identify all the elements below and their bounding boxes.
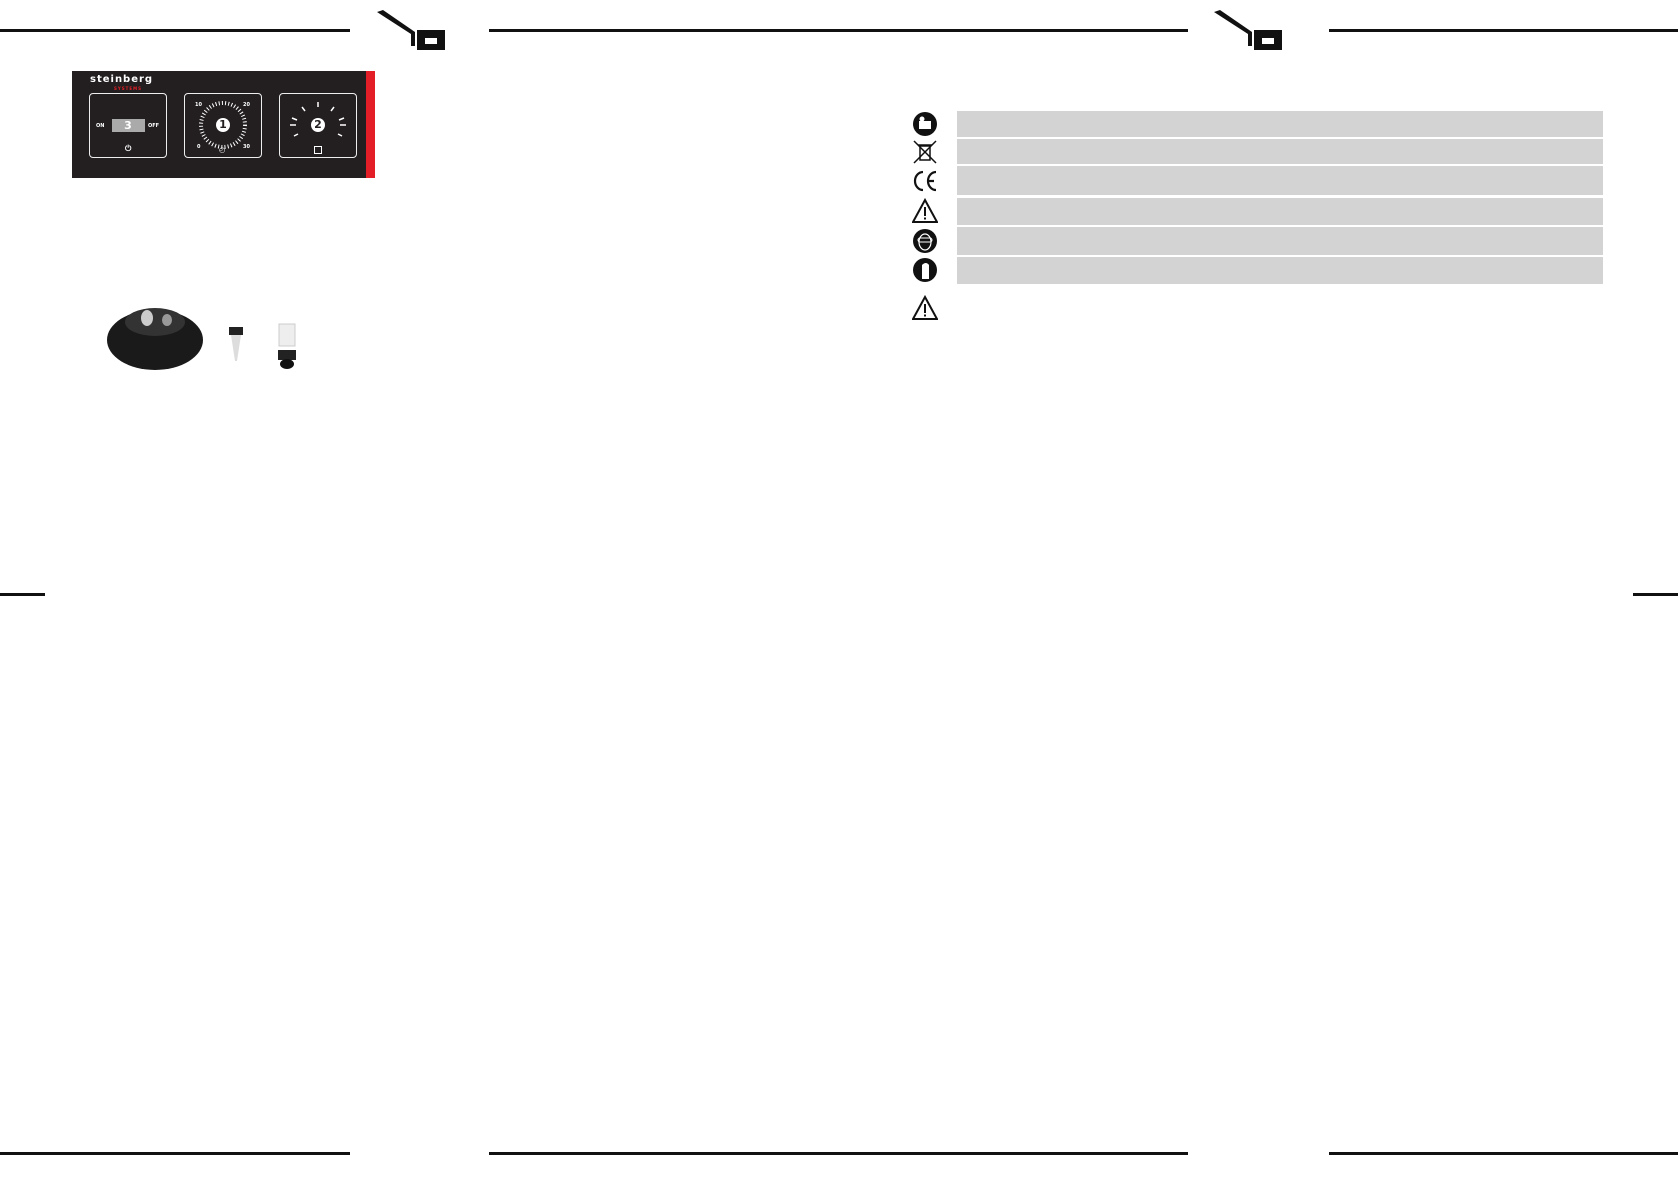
eye-protection-icon <box>913 229 937 253</box>
weee-bin-icon <box>913 140 937 164</box>
switch-number: 3 <box>124 119 132 132</box>
dial-number: 1 <box>216 118 230 132</box>
tick-label: 30 <box>243 144 250 150</box>
symbol-row <box>957 139 1603 164</box>
clock-icon: ◴ <box>219 146 226 154</box>
power-icon: ⏻ <box>125 144 132 153</box>
footer-rule <box>489 1152 1188 1155</box>
dial-number: 2 <box>311 118 325 132</box>
footer-rule <box>0 1152 350 1155</box>
symbol-row <box>957 257 1603 284</box>
header-rule <box>0 29 350 32</box>
off-label: OFF <box>148 123 160 129</box>
power-switch[interactable]: ON 3 OFF ⏻ <box>89 93 167 158</box>
timer-dial[interactable]: 10 20 0 30 1 ◴ <box>184 93 262 158</box>
side-mark <box>0 593 45 596</box>
symbol-row <box>957 198 1603 225</box>
tick-label: 0 <box>197 144 201 150</box>
ce-mark-icon <box>913 170 937 192</box>
symbol-row <box>957 166 1603 195</box>
read-manual-icon <box>913 112 937 136</box>
brand-logo-icon <box>377 10 445 50</box>
accent-strip <box>366 71 375 178</box>
header-rule <box>1329 29 1678 32</box>
tick-label: 10 <box>195 102 202 108</box>
brand-sub: SYSTEMS <box>114 86 142 91</box>
gloves-icon <box>913 258 937 282</box>
symbol-row <box>957 227 1603 255</box>
rotor-image <box>107 308 203 370</box>
on-label: ON <box>96 123 105 129</box>
speed-dial[interactable]: 2 <box>279 93 357 158</box>
footer-rule <box>1329 1152 1678 1155</box>
brand-name: steinberg <box>90 74 154 85</box>
tube-adapter-image <box>229 327 243 361</box>
header-rule <box>489 29 1188 32</box>
tick-label: 20 <box>243 102 250 108</box>
warning-icon <box>912 198 938 223</box>
symbol-row <box>957 111 1603 137</box>
side-mark <box>1633 593 1678 596</box>
speed-icon <box>314 146 322 154</box>
brand-logo: steinberg SYSTEMS <box>90 74 153 91</box>
warning-icon <box>912 295 938 320</box>
tube-adapter-image <box>278 323 296 369</box>
brand-logo-icon <box>1214 10 1282 50</box>
control-panel: steinberg SYSTEMS ON 3 OFF ⏻ 10 20 0 30 1… <box>72 71 375 178</box>
